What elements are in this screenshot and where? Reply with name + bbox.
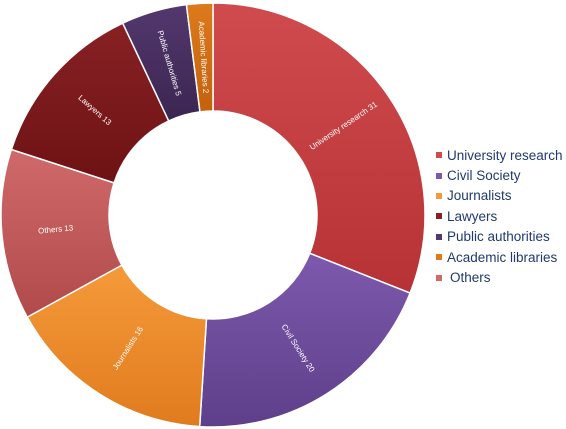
slice-journalists <box>26 264 208 428</box>
legend-label: Public authorities <box>447 229 550 245</box>
legend-label: Lawyers <box>447 208 498 224</box>
legend-swatch <box>436 274 442 281</box>
legend-swatch <box>436 254 442 261</box>
legend-label: Academic libraries <box>447 249 558 265</box>
legend-swatch <box>436 192 442 199</box>
slice-lawyers <box>10 22 170 184</box>
legend-label: Others <box>450 270 491 286</box>
legend-item-others: Others <box>436 267 563 287</box>
legend-label: Civil Society <box>447 168 521 184</box>
legend-item-civil-society: Civil Society <box>436 165 563 185</box>
legend-swatch <box>436 152 442 159</box>
chart-legend: University research Civil Society Journali… <box>436 145 563 288</box>
slice-academic-libraries <box>185 2 214 113</box>
legend-item-academic-libraries: Academic libraries <box>436 247 563 267</box>
slice-civil-society <box>198 252 412 428</box>
legend-item-public-authorities: Public authorities <box>436 227 563 247</box>
slices-layer <box>0 2 426 428</box>
slice-university-research <box>212 2 426 295</box>
legend-swatch <box>436 172 442 179</box>
legend-item-journalists: Journalists <box>436 186 563 206</box>
slice-label-others: Others 13 <box>38 223 74 235</box>
legend-label: University research <box>447 147 563 163</box>
legend-label: Journalists <box>447 188 512 204</box>
slice-others <box>0 148 123 319</box>
legend-item-lawyers: Lawyers <box>436 206 563 226</box>
legend-swatch <box>436 213 442 220</box>
legend-swatch <box>436 233 442 240</box>
legend-item-university-research: University research <box>436 145 563 165</box>
